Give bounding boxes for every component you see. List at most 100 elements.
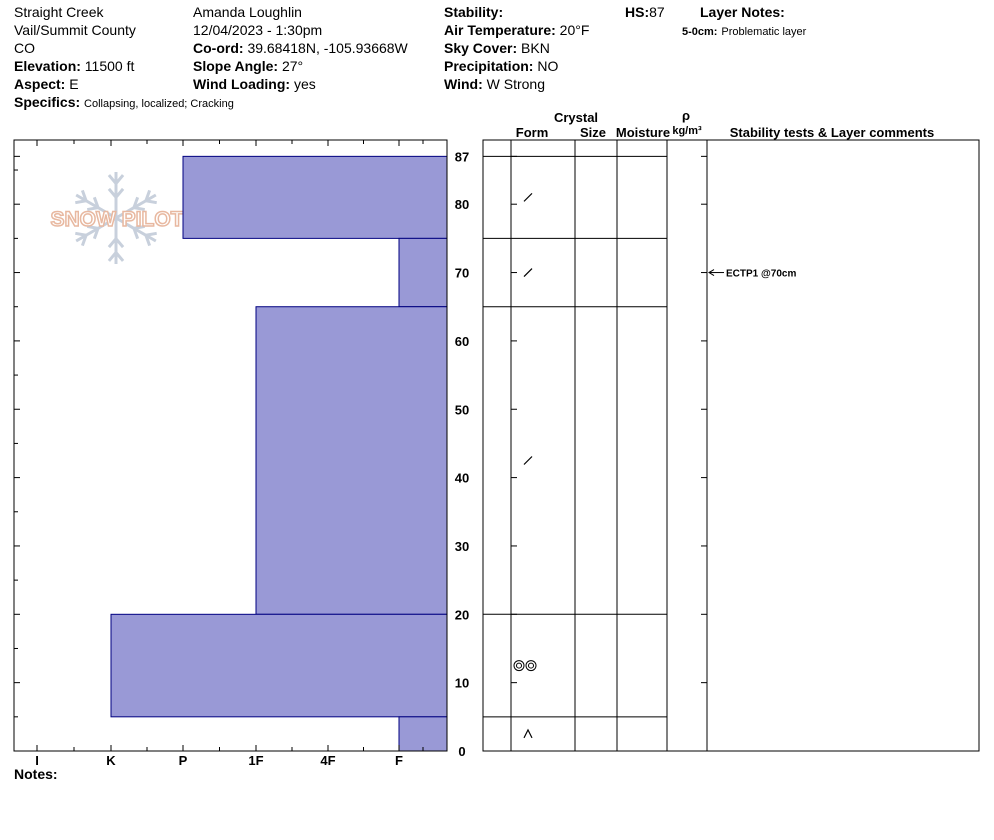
depth-axis: 0 10 20 30 40 50 60 70 80 87 [14, 149, 469, 759]
location: Straight Creek [14, 4, 104, 20]
snowflake-branch [80, 234, 88, 247]
notes-row: Notes: [14, 765, 58, 783]
hardness-tick-label: I [35, 753, 39, 768]
wind-value: W Strong [486, 76, 545, 92]
hardness-tick-label: F [395, 753, 403, 768]
depth-tick-label: 30 [455, 539, 469, 554]
snowflake-icon [75, 172, 157, 264]
hardness-layers [110, 155, 448, 752]
elevation-value: 11500 ft [84, 58, 135, 74]
crystal-header: Crystal [554, 110, 598, 125]
layer-notes-row: Layer Notes: [700, 3, 785, 21]
snowflake-branch [132, 227, 140, 240]
hs-value: 87 [649, 4, 665, 20]
air-temp-value: 20°F [559, 22, 590, 38]
layer-note-text: Problematic layer [721, 26, 807, 38]
snowflake-branch [144, 189, 152, 202]
hardness-tick-label: P [179, 753, 188, 768]
coord-row: Co-ord: 39.68418N, -105.93668W [193, 39, 408, 57]
snowflake-branch [114, 187, 125, 199]
precip-row: Precipitation: NO [444, 57, 558, 75]
snowflake-branch [145, 231, 157, 237]
snowflake-branch [133, 224, 146, 230]
hs-row: HS:87 [625, 3, 665, 21]
moisture-header: Moisture [616, 125, 670, 140]
snowflake-branch [114, 251, 125, 262]
slope-label: Slope Angle: [193, 58, 279, 74]
stability-test-label: ECTP1 @70cm [726, 269, 796, 280]
depth-tick-label: 70 [455, 266, 469, 281]
wind-loading-row: Wind Loading: yes [193, 75, 316, 93]
state: CO [14, 40, 35, 56]
snowflake-branch [114, 237, 125, 249]
snowflake-branch [86, 224, 99, 230]
elevation-label: Elevation: [14, 58, 81, 74]
snowflake-branch [107, 174, 118, 185]
hardness-layer [398, 237, 448, 308]
snowflake-branch [75, 231, 87, 237]
snowflake-branch [107, 237, 118, 249]
rho-header: ρ [682, 108, 690, 123]
datetime: 12/04/2023 - 1:30pm [193, 22, 323, 38]
snowflake-branch [114, 174, 125, 185]
form-header: Form [516, 125, 549, 140]
air-temp-label: Air Temperature: [444, 22, 556, 38]
hardness-layer [398, 716, 448, 752]
slope-row: Slope Angle: 27° [193, 57, 303, 75]
melt-form-icon [525, 660, 537, 672]
hs-label: HS: [625, 4, 650, 20]
decomposing-fragments-icon [523, 456, 533, 465]
layer-note-depth: 5-0cm: [682, 26, 718, 38]
snowflake-branch [80, 189, 88, 202]
hardness-layer [182, 155, 448, 239]
sky-value: BKN [521, 40, 550, 56]
snowflake-branch [132, 196, 140, 209]
aspect-label: Aspect: [14, 76, 66, 92]
snowflake-branch [86, 206, 99, 212]
hardness-tick-label: K [106, 753, 116, 768]
stability-test-arrowhead [708, 269, 715, 276]
snowflake-branch [75, 199, 87, 205]
depth-hoar-icon [523, 728, 533, 739]
melt-form-icon [513, 660, 525, 672]
precip-label: Precipitation: [444, 58, 534, 74]
decomposing-fragments-icon [523, 192, 533, 202]
specifics-label: Specifics: [14, 94, 81, 110]
snowflake-branch [92, 227, 100, 240]
size-header: Size [580, 125, 606, 140]
aspect-row: Aspect: E [14, 75, 79, 93]
coord-label: Co-ord: [193, 40, 244, 56]
coord-value: 39.68418N, -105.93668W [247, 40, 408, 56]
air-temp-row: Air Temperature: 20°F [444, 21, 589, 39]
snowflake-branch [92, 196, 100, 209]
melt-form-icon-inner [528, 662, 534, 669]
snowflake-branch [107, 187, 118, 199]
profile-table-frame [482, 139, 980, 752]
depth-tick-label: 10 [455, 676, 469, 691]
hardness-layer [255, 306, 448, 615]
elevation-row: Elevation: 11500 ft [14, 57, 134, 75]
profile-table: ECTP1 @70cm [483, 140, 796, 752]
region: Vail/Summit County [14, 22, 136, 38]
depth-tick-label: 50 [455, 402, 469, 417]
decomposing-fragments-icon [523, 268, 533, 277]
depth-tick-label: 20 [455, 607, 469, 622]
hardness-tick-label: 4F [320, 753, 335, 768]
stability-row: Stability: [444, 3, 503, 21]
notes-label: Notes: [14, 766, 58, 782]
specifics-value: Collapsing, localized; Cracking [84, 98, 234, 110]
specifics-row: Specifics: Collapsing, localized; Cracki… [14, 93, 234, 113]
observer: Amanda Loughlin [193, 4, 302, 20]
sky-row: Sky Cover: BKN [444, 39, 550, 57]
wind-row: Wind: W Strong [444, 75, 545, 93]
hardness-frame [13, 139, 448, 752]
depth-tick-label: 40 [455, 471, 469, 486]
snowflake-branch [107, 251, 118, 262]
aspect-value: E [69, 76, 79, 92]
hardness-layer [110, 613, 448, 718]
wind-loading-value: yes [293, 76, 316, 92]
depth-tick-label: 0 [458, 744, 465, 759]
snowflake-branch [133, 206, 146, 212]
precip-value: NO [537, 58, 559, 74]
